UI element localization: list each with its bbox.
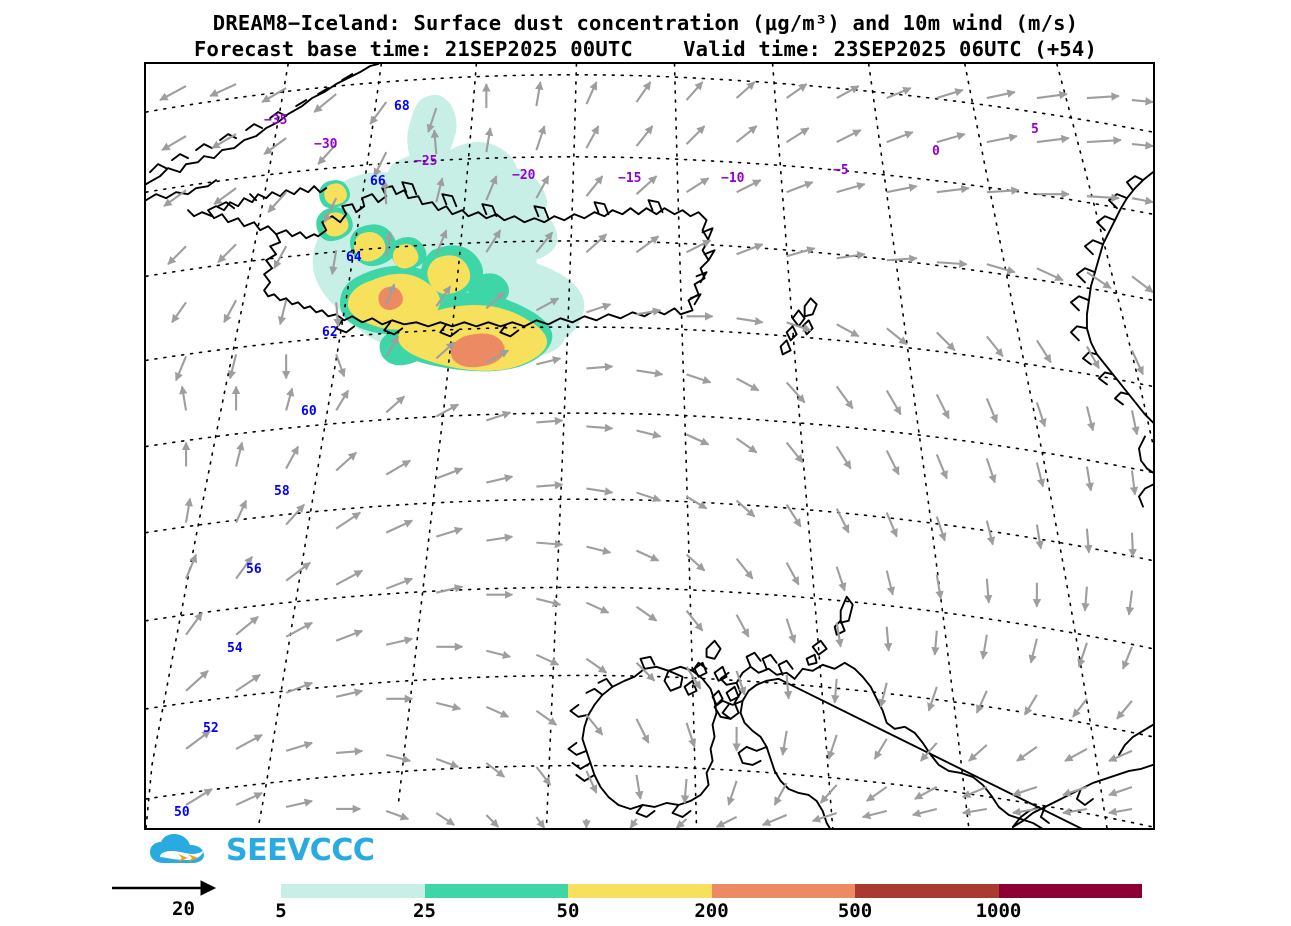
title-line-2: Forecast base time: 21SEP2025 00UTC Vali…: [193, 37, 1098, 62]
map-panel[interactable]: −35 −30 −25 −20 −15 −10 −5 0 5 68 66 64 62 60 58 56 54 5…: [144, 62, 1155, 830]
coastlines: [146, 64, 1153, 828]
colorbar-band: [711, 884, 855, 898]
colorbar-tick: 5: [275, 900, 287, 922]
coastline-norway: [1069, 171, 1153, 508]
colorbar-tick: 25: [413, 900, 436, 922]
dust-concentration-field: [312, 94, 585, 372]
colorbar-band: [424, 884, 568, 898]
wind-vector-field: [159, 81, 1153, 828]
seevccc-logo[interactable]: SEEVCCC: [148, 833, 375, 869]
coastline-iceland: [187, 181, 716, 338]
colorbar-tick: 50: [556, 900, 580, 922]
colorbar-band: [568, 884, 712, 898]
coastline-orkney: [805, 639, 828, 666]
cloud-icon: [150, 834, 204, 863]
chart-title-block: DREAM8−Iceland: Surface dust concentrati…: [0, 10, 1291, 62]
title-line-1: DREAM8−Iceland: Surface dust concentrati…: [212, 11, 1079, 35]
colorbar-tick-labels: 5 25 50 200 500 1000: [275, 900, 1142, 926]
colorbar-tick: 500: [837, 900, 873, 922]
colorbar: [281, 884, 1142, 898]
coastline-great-britain: [683, 639, 1083, 828]
coastline-shetland: [833, 595, 854, 636]
logo-text: SEEVCCC: [226, 833, 375, 868]
graticule-grid: [146, 64, 1153, 828]
colorbar-band: [998, 884, 1142, 898]
wind-scale-legend: 20: [110, 880, 290, 920]
wind-scale-label: 20: [172, 898, 195, 920]
colorbar-tick: 1000: [975, 900, 1022, 922]
map-canvas: [146, 64, 1153, 828]
colorbar-tick: 200: [694, 900, 729, 922]
wind-scale-arrow-icon: [112, 880, 217, 896]
coastline-continental-europe: [1011, 723, 1153, 828]
colorbar-band: [855, 884, 999, 898]
colorbar-band: [281, 884, 425, 898]
coastline-greenland: [146, 64, 380, 202]
coastline-ireland: [567, 655, 718, 818]
